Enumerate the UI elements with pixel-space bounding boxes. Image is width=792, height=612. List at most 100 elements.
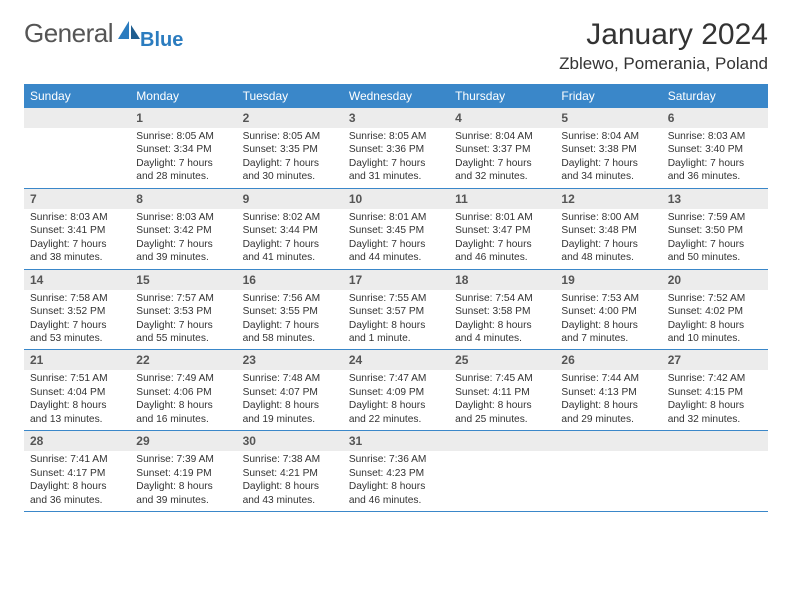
sunrise-line: Sunrise: 7:39 AM: [136, 453, 230, 466]
daylight-line-2: and 36 minutes.: [668, 170, 762, 183]
daylight-line-2: and 53 minutes.: [30, 332, 124, 345]
day-details: Sunrise: 8:04 AMSunset: 3:37 PMDaylight:…: [449, 130, 555, 184]
daylight-line-2: and 43 minutes.: [243, 494, 337, 507]
sunset-line: Sunset: 3:58 PM: [455, 305, 549, 318]
day-number: 29: [130, 431, 236, 451]
day-details: Sunrise: 8:01 AMSunset: 3:45 PMDaylight:…: [343, 211, 449, 265]
day-number: 31: [343, 431, 449, 451]
sunset-line: Sunset: 4:19 PM: [136, 467, 230, 480]
day-details: Sunrise: 7:51 AMSunset: 4:04 PMDaylight:…: [24, 372, 130, 426]
sunrise-line: Sunrise: 8:03 AM: [30, 211, 124, 224]
day-details: Sunrise: 7:42 AMSunset: 4:15 PMDaylight:…: [662, 372, 768, 426]
weekday-header: Wednesday: [343, 84, 449, 108]
sunset-line: Sunset: 3:35 PM: [243, 143, 337, 156]
daylight-line-2: and 28 minutes.: [136, 170, 230, 183]
day-details: Sunrise: 7:56 AMSunset: 3:55 PMDaylight:…: [237, 292, 343, 346]
sunrise-line: Sunrise: 7:59 AM: [668, 211, 762, 224]
day-number: 24: [343, 350, 449, 370]
sunrise-line: Sunrise: 7:56 AM: [243, 292, 337, 305]
sunset-line: Sunset: 3:40 PM: [668, 143, 762, 156]
sunrise-line: Sunrise: 8:04 AM: [455, 130, 549, 143]
daylight-line-2: and 46 minutes.: [349, 494, 443, 507]
daylight-line-1: Daylight: 7 hours: [668, 238, 762, 251]
page-header: General Blue January 2024 Zblewo, Pomera…: [24, 18, 768, 74]
day-details: Sunrise: 7:38 AMSunset: 4:21 PMDaylight:…: [237, 453, 343, 507]
day-details: Sunrise: 7:47 AMSunset: 4:09 PMDaylight:…: [343, 372, 449, 426]
sunset-line: Sunset: 3:34 PM: [136, 143, 230, 156]
daylight-line-2: and 25 minutes.: [455, 413, 549, 426]
daylight-line-1: Daylight: 7 hours: [455, 238, 549, 251]
day-details: Sunrise: 7:41 AMSunset: 4:17 PMDaylight:…: [24, 453, 130, 507]
day-cell: 15Sunrise: 7:57 AMSunset: 3:53 PMDayligh…: [130, 270, 236, 350]
sunset-line: Sunset: 4:09 PM: [349, 386, 443, 399]
sunrise-line: Sunrise: 7:58 AM: [30, 292, 124, 305]
day-cell: [555, 431, 661, 511]
daylight-line-1: Daylight: 7 hours: [668, 157, 762, 170]
day-number: 12: [555, 189, 661, 209]
daylight-line-1: Daylight: 8 hours: [668, 319, 762, 332]
daylight-line-2: and 4 minutes.: [455, 332, 549, 345]
day-details: Sunrise: 8:05 AMSunset: 3:36 PMDaylight:…: [343, 130, 449, 184]
sunset-line: Sunset: 3:42 PM: [136, 224, 230, 237]
day-number: 7: [24, 189, 130, 209]
sunset-line: Sunset: 3:37 PM: [455, 143, 549, 156]
sunrise-line: Sunrise: 8:03 AM: [668, 130, 762, 143]
day-cell: 26Sunrise: 7:44 AMSunset: 4:13 PMDayligh…: [555, 350, 661, 430]
sunset-line: Sunset: 4:15 PM: [668, 386, 762, 399]
sunrise-line: Sunrise: 7:54 AM: [455, 292, 549, 305]
sunset-line: Sunset: 4:07 PM: [243, 386, 337, 399]
day-details: Sunrise: 8:05 AMSunset: 3:34 PMDaylight:…: [130, 130, 236, 184]
day-cell: 9Sunrise: 8:02 AMSunset: 3:44 PMDaylight…: [237, 189, 343, 269]
sunset-line: Sunset: 3:36 PM: [349, 143, 443, 156]
day-details: Sunrise: 7:54 AMSunset: 3:58 PMDaylight:…: [449, 292, 555, 346]
weekday-header: Sunday: [24, 84, 130, 108]
week-row: 1Sunrise: 8:05 AMSunset: 3:34 PMDaylight…: [24, 108, 768, 189]
daylight-line-2: and 36 minutes.: [30, 494, 124, 507]
sunset-line: Sunset: 3:53 PM: [136, 305, 230, 318]
day-cell: 30Sunrise: 7:38 AMSunset: 4:21 PMDayligh…: [237, 431, 343, 511]
day-cell: 10Sunrise: 8:01 AMSunset: 3:45 PMDayligh…: [343, 189, 449, 269]
daylight-line-2: and 50 minutes.: [668, 251, 762, 264]
sunset-line: Sunset: 4:11 PM: [455, 386, 549, 399]
day-number: 5: [555, 108, 661, 128]
day-number: 9: [237, 189, 343, 209]
sunrise-line: Sunrise: 7:48 AM: [243, 372, 337, 385]
sunrise-line: Sunrise: 8:05 AM: [349, 130, 443, 143]
sunset-line: Sunset: 4:23 PM: [349, 467, 443, 480]
daylight-line-1: Daylight: 7 hours: [136, 238, 230, 251]
daylight-line-2: and 10 minutes.: [668, 332, 762, 345]
sunrise-line: Sunrise: 8:04 AM: [561, 130, 655, 143]
daylight-line-2: and 29 minutes.: [561, 413, 655, 426]
sunrise-line: Sunrise: 8:02 AM: [243, 211, 337, 224]
daylight-line-1: Daylight: 8 hours: [349, 319, 443, 332]
day-cell: 11Sunrise: 8:01 AMSunset: 3:47 PMDayligh…: [449, 189, 555, 269]
day-number: 25: [449, 350, 555, 370]
day-cell: 31Sunrise: 7:36 AMSunset: 4:23 PMDayligh…: [343, 431, 449, 511]
daylight-line-2: and 13 minutes.: [30, 413, 124, 426]
sunset-line: Sunset: 3:41 PM: [30, 224, 124, 237]
day-details: Sunrise: 7:55 AMSunset: 3:57 PMDaylight:…: [343, 292, 449, 346]
day-details: Sunrise: 8:03 AMSunset: 3:42 PMDaylight:…: [130, 211, 236, 265]
day-cell: 21Sunrise: 7:51 AMSunset: 4:04 PMDayligh…: [24, 350, 130, 430]
day-cell: 28Sunrise: 7:41 AMSunset: 4:17 PMDayligh…: [24, 431, 130, 511]
weekday-header: Thursday: [449, 84, 555, 108]
day-cell: 29Sunrise: 7:39 AMSunset: 4:19 PMDayligh…: [130, 431, 236, 511]
daylight-line-1: Daylight: 8 hours: [455, 399, 549, 412]
day-number: 11: [449, 189, 555, 209]
sunset-line: Sunset: 3:48 PM: [561, 224, 655, 237]
sunset-line: Sunset: 4:00 PM: [561, 305, 655, 318]
day-cell: [662, 431, 768, 511]
day-cell: 19Sunrise: 7:53 AMSunset: 4:00 PMDayligh…: [555, 270, 661, 350]
daylight-line-1: Daylight: 7 hours: [243, 157, 337, 170]
daylight-line-1: Daylight: 7 hours: [243, 238, 337, 251]
day-details: Sunrise: 7:36 AMSunset: 4:23 PMDaylight:…: [343, 453, 449, 507]
sunrise-line: Sunrise: 7:53 AM: [561, 292, 655, 305]
daylight-line-1: Daylight: 8 hours: [561, 399, 655, 412]
weekday-header-row: SundayMondayTuesdayWednesdayThursdayFrid…: [24, 84, 768, 108]
sunrise-line: Sunrise: 8:05 AM: [243, 130, 337, 143]
logo: General Blue: [24, 18, 185, 49]
daylight-line-1: Daylight: 8 hours: [561, 319, 655, 332]
day-details: Sunrise: 8:00 AMSunset: 3:48 PMDaylight:…: [555, 211, 661, 265]
day-number: 2: [237, 108, 343, 128]
daylight-line-1: Daylight: 7 hours: [136, 319, 230, 332]
